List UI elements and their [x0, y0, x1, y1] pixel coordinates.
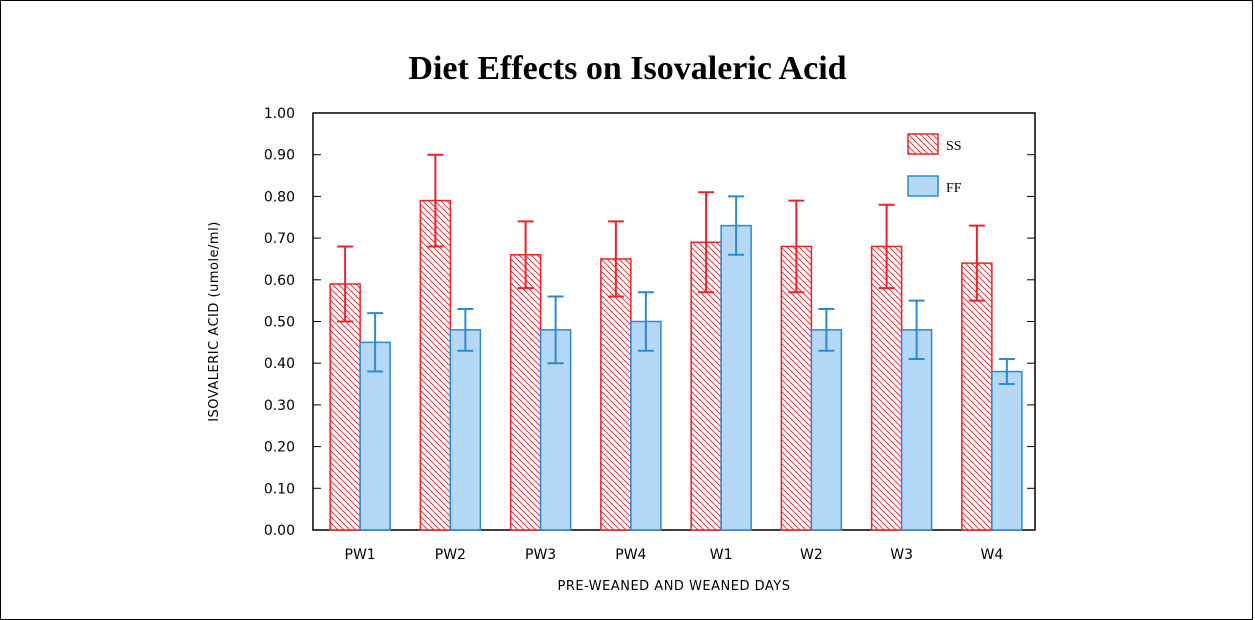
y-tick-label: 0.50	[264, 315, 295, 331]
x-tick-label: PW1	[345, 547, 376, 563]
x-tick-label: W1	[710, 547, 733, 563]
chart-title: Diet Effects on Isovaleric Acid	[408, 50, 847, 87]
bar-ff-pw1	[359, 341, 391, 531]
legend-swatch-ss	[907, 133, 939, 155]
x-tick-label: PW3	[525, 547, 556, 563]
y-tick-label: 0.60	[264, 273, 295, 289]
legend-label-ff: FF	[946, 181, 962, 196]
y-tick-label: 0.00	[264, 523, 295, 539]
y-tick-label: 0.70	[264, 231, 295, 247]
legend-label-ss: SS	[946, 139, 962, 154]
y-tick-label: 0.80	[264, 189, 295, 205]
x-tick-label: W2	[800, 547, 823, 563]
y-tick-label: 0.10	[264, 481, 295, 497]
y-tick-label: 0.40	[264, 356, 295, 372]
bar-ff-pw4	[630, 320, 662, 531]
y-axis-label: ISOVALERIC ACID (umole/ml)	[207, 221, 222, 422]
bar-ss-pw1	[329, 283, 361, 531]
y-tick-label: 0.90	[264, 148, 295, 164]
x-tick-label: W4	[981, 547, 1004, 563]
bar-ss-pw3	[509, 254, 542, 531]
bar-ff-w4	[991, 370, 1023, 531]
bar-ff-pw2	[449, 329, 482, 531]
x-tick-label: W3	[890, 547, 913, 563]
bar-ss-w3	[870, 245, 903, 531]
bar-ss-pw2	[419, 199, 452, 531]
y-tick-label: 0.30	[264, 398, 295, 414]
y-tick-label: 1.00	[264, 106, 295, 122]
bar-ss-w4	[961, 262, 993, 531]
bar-ff-w1	[720, 224, 752, 531]
bar-ss-pw4	[600, 258, 632, 531]
plot-area: 0.00 0.10 0.20 0.30 0.40 0.50 0.60 0.70 0.80 0.90…	[207, 106, 1036, 594]
y-tick-label: 0.20	[264, 440, 295, 456]
bar-ff-w2	[810, 329, 843, 531]
x-tick-label: PW2	[435, 547, 466, 563]
legend-swatch-ff	[907, 175, 939, 197]
x-tick-label: PW4	[615, 547, 646, 563]
chart-svg: 0.00 0.10 0.20 0.30 0.40 0.50 0.60 0.70 0.80 0.90…	[207, 106, 1036, 594]
bar-ff-w3	[900, 329, 933, 531]
x-axis-label: PRE-WEANED AND WEANED DAYS	[558, 579, 791, 594]
